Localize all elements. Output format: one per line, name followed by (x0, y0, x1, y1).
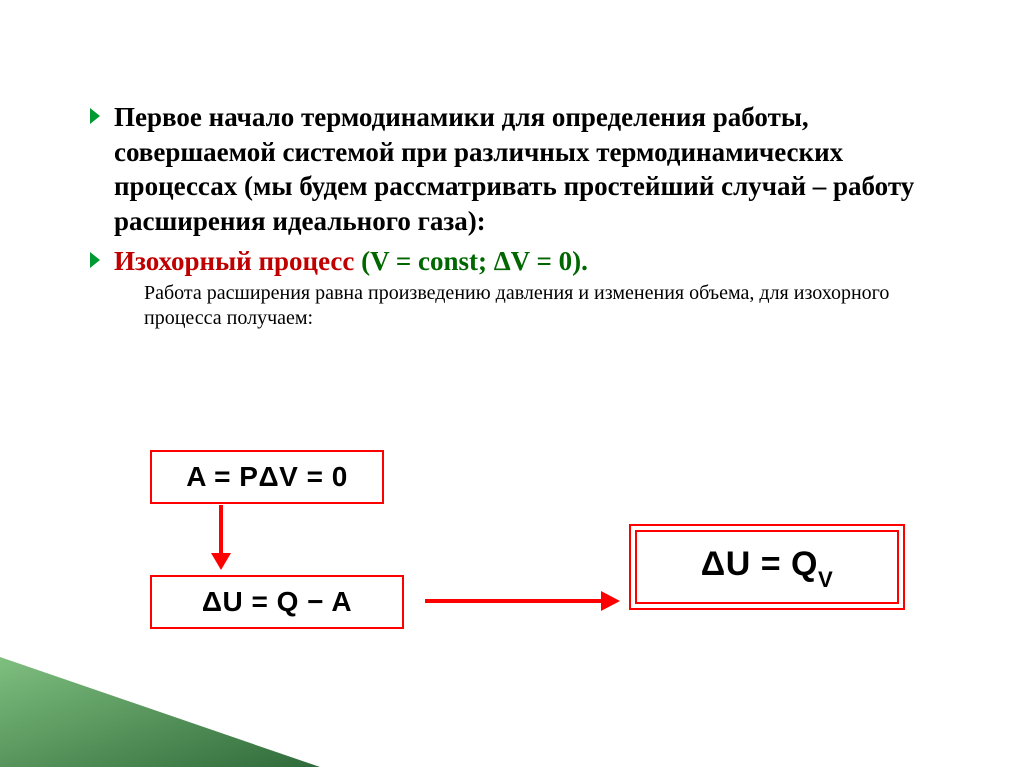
formula-diagram: A = PΔV = 0 ΔU = Q − A ΔU = QV (150, 450, 930, 700)
arrow-down-icon (210, 505, 232, 570)
isochoric-heading: Изохорный процесс (V = const; ΔV = 0). (114, 244, 588, 279)
formula-text: A = PΔV = 0 (186, 461, 348, 493)
slide: Первое начало термодинамики для определе… (0, 0, 1024, 767)
formula-box-du-qv: ΔU = QV (635, 530, 899, 604)
arrow-right-icon (425, 590, 620, 612)
chevron-right-icon (90, 252, 104, 268)
formula-subscript: V (818, 567, 833, 592)
intro-text: Первое начало термодинамики для определе… (114, 100, 964, 238)
bullet-item-intro: Первое начало термодинамики для определе… (90, 100, 964, 238)
formula-text: ΔU = QV (701, 545, 833, 589)
formula-box-a-pdv: A = PΔV = 0 (150, 450, 384, 504)
formula-box-du-qa: ΔU = Q − A (150, 575, 404, 629)
formula-left: ΔU = Q (701, 545, 818, 583)
chevron-right-icon (90, 108, 104, 124)
isochoric-label: Изохорный процесс (114, 246, 361, 276)
content-area: Первое начало термодинамики для определе… (90, 100, 964, 331)
bullet-item-isochoric: Изохорный процесс (V = const; ΔV = 0). (90, 244, 964, 279)
isochoric-condition: (V = const; ΔV = 0). (361, 246, 588, 276)
formula-text: ΔU = Q − A (202, 586, 352, 618)
explanation-text: Работа расширения равна произведению дав… (144, 281, 964, 331)
